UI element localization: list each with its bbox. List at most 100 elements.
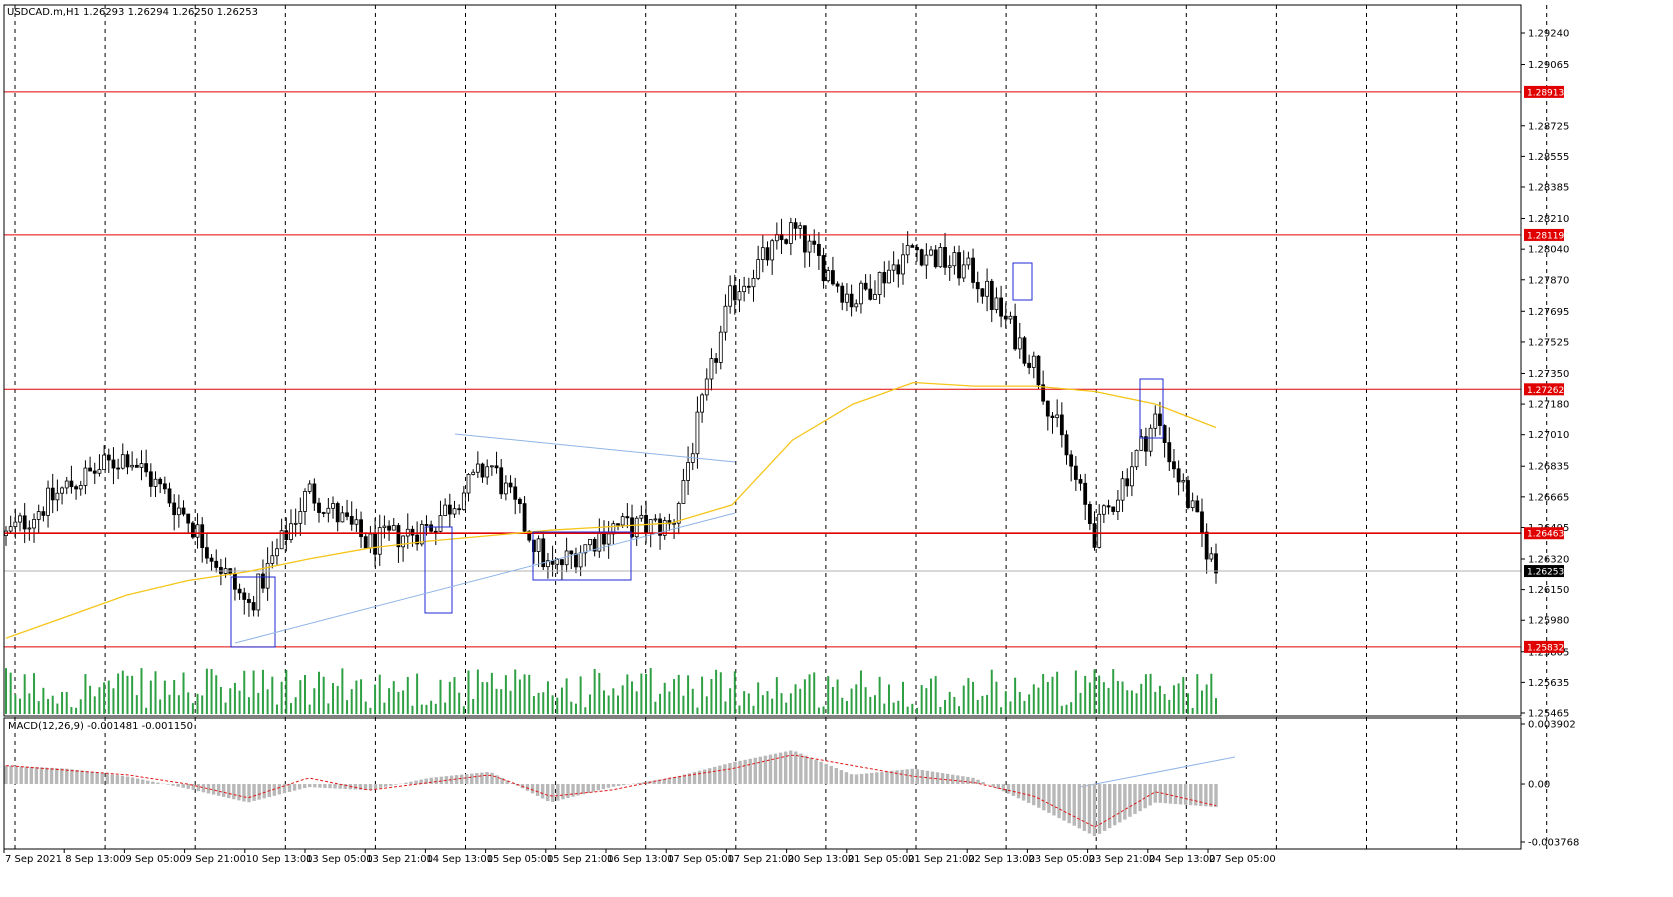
- candle-body: [532, 539, 536, 552]
- candle-body: [1013, 315, 1018, 350]
- candle-body: [1036, 355, 1041, 386]
- candle-body: [466, 473, 471, 494]
- candle-body: [938, 247, 943, 268]
- candle-body: [303, 491, 307, 512]
- candle-body: [746, 285, 751, 288]
- candle-body: [1125, 478, 1130, 487]
- macd-axis: 0.003902 0.00 -0.003768: [1521, 720, 1579, 849]
- trend-line: [454, 433, 736, 463]
- candle-body: [1144, 436, 1148, 452]
- price-tick-label: 1.25465: [1528, 709, 1569, 720]
- price-tick-label: 1.27695: [1528, 307, 1569, 318]
- candle-body: [1214, 553, 1218, 574]
- price-tick-label: 1.28210: [1528, 214, 1569, 225]
- candle-body: [989, 280, 994, 310]
- candle-body: [929, 249, 933, 256]
- candle-body: [433, 530, 438, 533]
- candle-body: [447, 504, 452, 515]
- candle-body: [583, 544, 588, 554]
- annotation-box: [424, 526, 453, 614]
- annotation-boxes[interactable]: [230, 262, 1164, 648]
- candle-body: [985, 280, 989, 297]
- candle-body: [373, 533, 377, 555]
- level-tag-label: 1.28119: [1527, 231, 1564, 241]
- price-tick-label: 1.28040: [1528, 245, 1569, 256]
- candle-body: [919, 249, 924, 266]
- candle-body: [1181, 480, 1186, 483]
- candle-body: [1139, 436, 1144, 451]
- candle-body: [503, 482, 508, 495]
- candle-body: [1190, 500, 1195, 509]
- candle-body: [321, 512, 326, 514]
- candle-body: [667, 520, 672, 525]
- candle-body: [391, 525, 396, 531]
- candle-body: [508, 482, 513, 488]
- price-tick-label: 1.29240: [1528, 29, 1569, 40]
- candle-body: [966, 257, 971, 266]
- candle-body: [55, 492, 60, 501]
- trend-lines[interactable]: [234, 433, 1236, 788]
- candle-body: [148, 471, 153, 487]
- candle-body: [574, 553, 578, 568]
- level-tag-label: 1.28913: [1527, 88, 1564, 98]
- candle-body: [419, 524, 424, 545]
- time-axis: 7 Sep 2021 8 Sep 13:00 9 Sep 05:00 9 Sep 21…: [3, 849, 1276, 865]
- candle-body: [396, 525, 401, 548]
- candle-body: [1083, 482, 1088, 505]
- candle-body: [354, 519, 359, 525]
- candle-body: [74, 486, 78, 490]
- candle-body: [1134, 449, 1139, 468]
- price-tick-label: 1.26835: [1528, 462, 1569, 473]
- candle-body: [18, 515, 22, 523]
- candle-body: [658, 518, 662, 536]
- time-tick-label: 8 Sep 13:00: [65, 854, 125, 865]
- candle-body: [233, 573, 237, 590]
- time-tick-label: 14 Sep 13:00: [426, 854, 493, 865]
- candle-body: [714, 358, 719, 363]
- candle-body: [22, 515, 27, 530]
- candle-body: [139, 463, 144, 468]
- candle-body: [64, 480, 69, 489]
- candle-body: [1092, 523, 1097, 548]
- candle-body: [69, 480, 74, 488]
- level-tag: [1524, 228, 1564, 241]
- candle-body: [788, 222, 793, 244]
- volume-bars: [5, 668, 1217, 714]
- candle-body: [275, 548, 279, 557]
- candle-body: [957, 252, 961, 279]
- candle-body: [672, 522, 676, 525]
- time-tick-label: 16 Sep 13:00: [607, 854, 674, 865]
- candle-body: [125, 454, 130, 468]
- candle-body: [13, 521, 18, 528]
- candle-body: [270, 555, 275, 564]
- candle-body: [541, 538, 546, 568]
- candle-body: [1073, 465, 1078, 480]
- candle-body: [1186, 480, 1190, 509]
- candle-body: [410, 528, 415, 536]
- level-tag-label: 1.25832: [1527, 643, 1564, 653]
- candle-body: [1111, 506, 1116, 512]
- candle-body: [868, 288, 873, 300]
- candle-body: [816, 243, 821, 256]
- candle-body: [1022, 337, 1027, 364]
- time-tick-label: 9 Sep 21:00: [186, 854, 246, 865]
- time-tick-label: 9 Sep 05:00: [125, 854, 185, 865]
- candle-body: [326, 507, 331, 514]
- candle-body: [527, 530, 532, 541]
- time-tick-label: 13 Sep 21:00: [366, 854, 433, 865]
- moving-average: [5, 381, 1217, 639]
- candle-body: [765, 247, 770, 261]
- trend-line: [234, 512, 736, 644]
- candle-body: [774, 234, 779, 242]
- candle-body: [517, 498, 522, 505]
- candle-body: [195, 524, 200, 538]
- annotation-box: [1012, 262, 1033, 301]
- candle-body: [36, 511, 41, 520]
- candle-body: [676, 503, 681, 524]
- candle-body: [616, 523, 620, 526]
- price-tick-label: 1.26665: [1528, 492, 1569, 503]
- candle-body: [219, 567, 223, 574]
- candle-body: [1148, 427, 1153, 452]
